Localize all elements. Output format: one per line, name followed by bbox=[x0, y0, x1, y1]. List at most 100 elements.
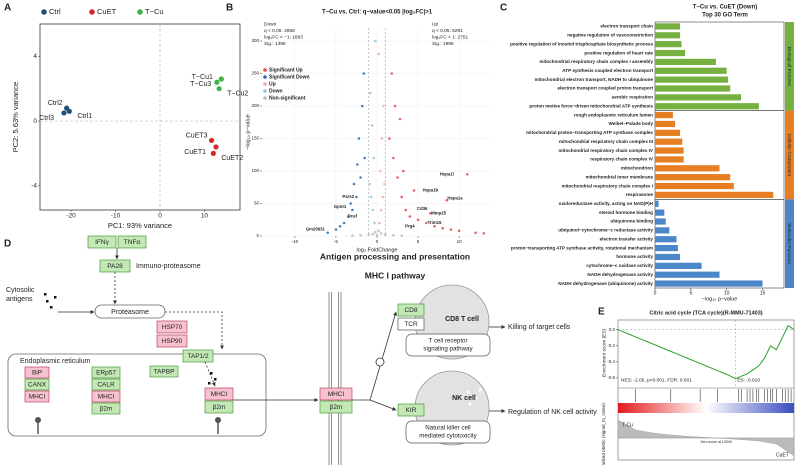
data-point bbox=[449, 228, 453, 231]
data-point bbox=[326, 231, 330, 235]
gene-label: Mmp25 bbox=[431, 210, 446, 215]
data-point bbox=[378, 169, 382, 173]
data-point bbox=[482, 232, 486, 235]
group-label: CuET bbox=[776, 452, 789, 458]
bar bbox=[655, 156, 684, 163]
protein-label: ERp57 bbox=[96, 370, 116, 377]
bar bbox=[655, 111, 673, 119]
category-label: mitochondrion bbox=[621, 166, 653, 171]
protein-label: MHCI bbox=[29, 394, 46, 401]
category-label: NADH dehydrogenase (ubiquinone) activity bbox=[558, 281, 653, 286]
annotation: q < 0.05: 4958 bbox=[264, 28, 295, 34]
bar bbox=[655, 253, 681, 261]
bar bbox=[655, 94, 741, 101]
bar bbox=[655, 103, 759, 110]
legend-marker bbox=[263, 75, 267, 79]
data-point bbox=[377, 229, 380, 233]
data-point bbox=[398, 117, 402, 121]
category-label: positive regulation of heart rate bbox=[584, 50, 653, 55]
protein-label: MHCI bbox=[211, 391, 228, 398]
data-point bbox=[369, 195, 373, 199]
diagram-label: antigens bbox=[6, 296, 33, 303]
protein-box bbox=[204, 400, 234, 414]
x-tick-label: -20 bbox=[66, 213, 76, 220]
protein-label: TNFα bbox=[124, 239, 141, 246]
inhibit-mark bbox=[375, 357, 385, 367]
y-axis-label: −log₁₀ p−value bbox=[245, 114, 251, 150]
protein-box bbox=[149, 365, 179, 378]
legend-marker bbox=[89, 9, 95, 15]
protein-label: CANX bbox=[28, 382, 47, 389]
diagram-label: mediated cytotoxicity bbox=[419, 433, 477, 440]
bar bbox=[655, 85, 731, 92]
protein-label: PA28 bbox=[107, 263, 123, 270]
bar bbox=[655, 174, 731, 181]
data-point bbox=[400, 195, 403, 199]
data-point bbox=[371, 232, 375, 236]
protein-label: IFNγ bbox=[95, 239, 109, 246]
legend-label: CuET bbox=[97, 7, 117, 16]
point-label: T−Cu2 bbox=[227, 91, 248, 98]
category-label: proton−transporting ATP synthase activit… bbox=[511, 245, 653, 250]
annotation: log₂FC > 1: 2751 bbox=[432, 34, 468, 40]
y-tick-label: -0.2 bbox=[607, 343, 615, 348]
data-point bbox=[368, 182, 371, 186]
bar bbox=[655, 32, 681, 39]
chart-title: T−Cu vs. Ctrl: q−value<0.05 |log₂FC|>1 bbox=[322, 10, 433, 16]
data-point bbox=[374, 39, 377, 43]
data-point bbox=[334, 228, 338, 231]
x-tick-label: -10 bbox=[111, 213, 121, 220]
data-point bbox=[370, 124, 374, 127]
category-label: aerobic respiration bbox=[612, 95, 654, 100]
data-point bbox=[379, 232, 383, 235]
y-tick-label: -0.4 bbox=[607, 359, 615, 364]
diagram-label: signaling pathway bbox=[423, 346, 473, 353]
peptide bbox=[50, 306, 53, 309]
protein-label: HSP70 bbox=[162, 324, 183, 331]
point-label: Ctrl1 bbox=[77, 113, 92, 120]
data-point bbox=[382, 104, 385, 108]
protein-box bbox=[397, 303, 425, 317]
diagram-label: Immuno-proteasome bbox=[136, 263, 201, 270]
data-point bbox=[383, 182, 386, 186]
bar bbox=[655, 23, 681, 30]
gene-label: Dcaf bbox=[348, 214, 358, 219]
data-point bbox=[355, 163, 359, 166]
dashed-route bbox=[165, 311, 224, 350]
bar bbox=[655, 227, 670, 234]
category-label: proton motive force−driven mitochondrial… bbox=[529, 103, 653, 108]
protein-box bbox=[204, 387, 234, 401]
category-label: ubiquinol−cytochrome−c reductase activit… bbox=[558, 228, 653, 233]
panel-label: A bbox=[4, 3, 11, 14]
data-point bbox=[352, 182, 356, 186]
point-label: T−Cu1 bbox=[192, 74, 213, 81]
category-label: mitochondrial inner membrane bbox=[586, 174, 654, 179]
protein-label: CALR bbox=[97, 382, 115, 389]
protein-box bbox=[24, 366, 50, 379]
y-tick-label: -0.6 bbox=[607, 375, 615, 380]
data-point bbox=[216, 86, 222, 92]
data-point bbox=[393, 104, 397, 108]
data-point bbox=[210, 150, 216, 156]
y-tick-label: 0 bbox=[256, 233, 259, 238]
category-label: ATP synthesis coupled electron transport bbox=[562, 68, 653, 73]
bar bbox=[655, 200, 659, 207]
protein-label: CD8 bbox=[404, 307, 417, 314]
protein-box bbox=[117, 235, 147, 249]
data-point bbox=[66, 108, 72, 114]
receptor-head bbox=[215, 417, 221, 423]
x-tick-label: 0 bbox=[158, 213, 162, 220]
point-label: CuET2 bbox=[221, 155, 243, 162]
category-label: electron transfer activity bbox=[600, 236, 654, 241]
x-tick-label: 0 bbox=[654, 290, 657, 296]
es-line bbox=[617, 324, 795, 380]
diagram-label: Natural killer cell bbox=[425, 425, 470, 432]
x-tick-label: 5 bbox=[689, 290, 692, 296]
zero-note: Zero score at 13040 bbox=[700, 440, 731, 444]
y-tick-label: 300 bbox=[251, 38, 259, 43]
protein-label: MHCI bbox=[328, 391, 345, 398]
protein-box bbox=[319, 400, 353, 414]
data-point bbox=[367, 233, 371, 236]
branch bbox=[352, 311, 397, 401]
point-label: Ctrl3 bbox=[39, 115, 54, 122]
